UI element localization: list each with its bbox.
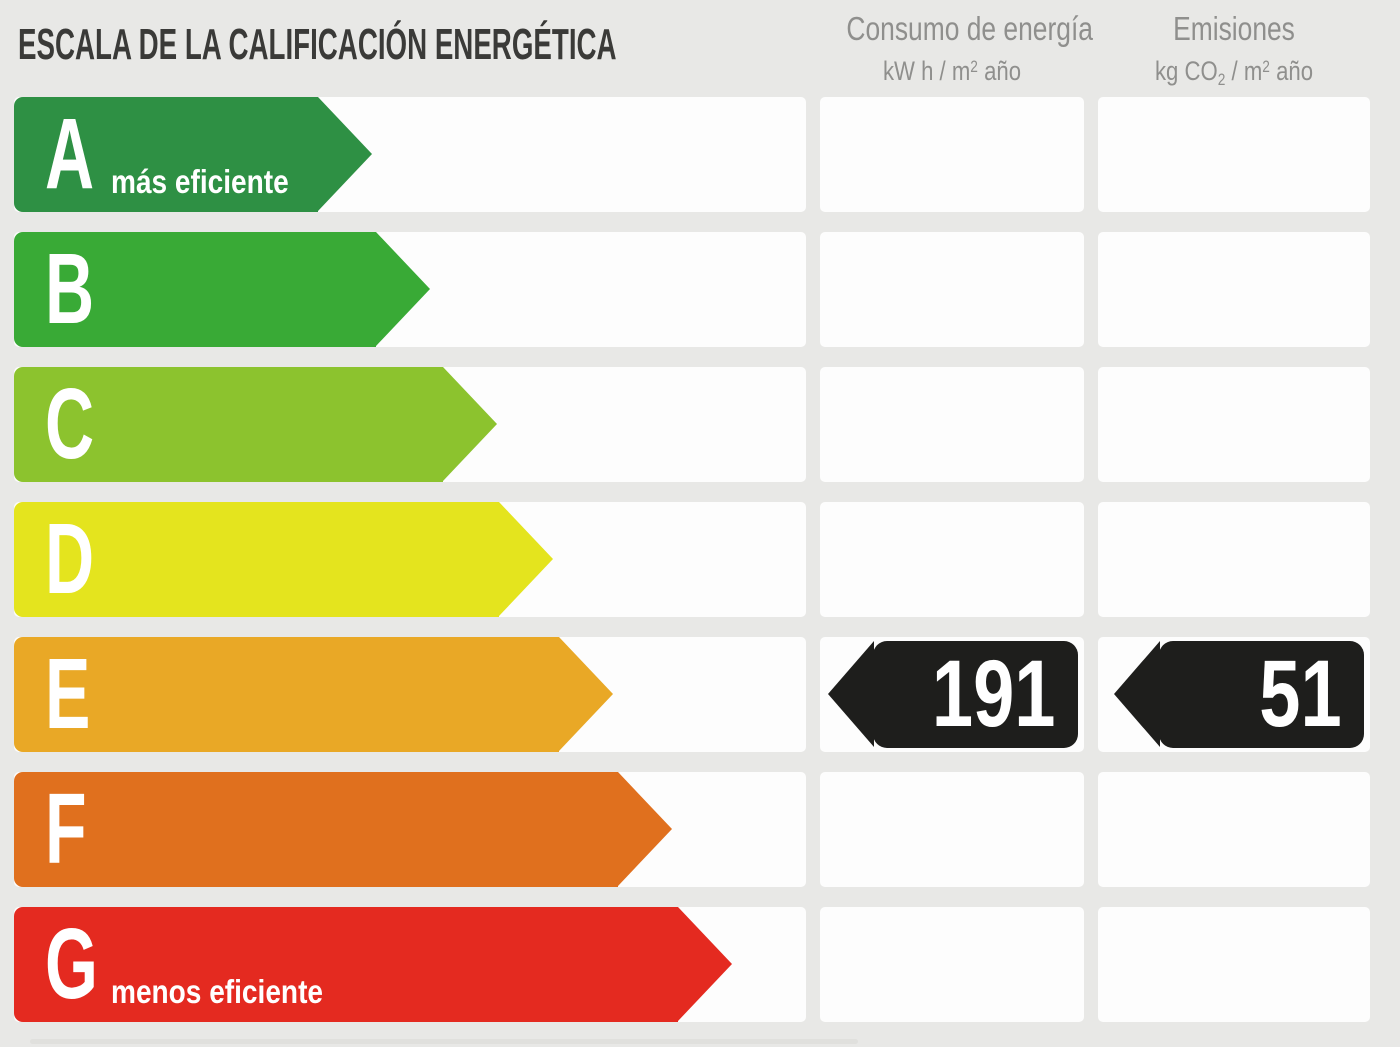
consumo-cell: [820, 232, 1084, 347]
rating-row: D: [0, 502, 1400, 617]
emisiones-cell: [1098, 907, 1370, 1022]
rating-row: A más eficiente: [0, 97, 1400, 212]
rating-letter: A: [45, 98, 95, 210]
rating-letter: F: [45, 773, 87, 885]
emisiones-cell: [1098, 502, 1370, 617]
consumo-cell: [820, 367, 1084, 482]
emisiones-column-header: Emisiones kg CO2 / m2 año: [1098, 0, 1370, 89]
unit-text: año: [1269, 56, 1314, 86]
rating-bar: B: [14, 232, 430, 347]
page-title: ESCALA DE LA CALIFICACIÓN ENERGÉTICA: [18, 20, 617, 69]
consumo-column-header: Consumo de energía kW h / m2 año: [820, 0, 1093, 87]
rating-bar: C: [14, 367, 497, 482]
bar-arrow-tip-icon: [559, 637, 613, 751]
sup-text: 2: [1262, 57, 1270, 77]
rating-row: B: [0, 232, 1400, 347]
emisiones-value: 51: [1259, 641, 1342, 747]
rating-row: 191 51 E: [0, 637, 1400, 752]
bar-arrow-tip-icon: [318, 97, 372, 211]
sup-text: 2: [970, 57, 978, 77]
bar-arrow-tip-icon: [376, 232, 430, 346]
bottom-divider: [30, 1039, 858, 1044]
emisiones-cell: 51: [1098, 637, 1370, 752]
consumo-column-title: Consumo de energía: [846, 10, 1093, 47]
unit-text: / m: [1225, 56, 1263, 86]
consumo-value-arrow: 191: [828, 641, 1078, 748]
unit-text: kg CO: [1154, 56, 1218, 86]
rating-bar: D: [14, 502, 553, 617]
rating-letter: B: [45, 233, 95, 345]
consumo-column-unit: kW h / m2 año: [844, 56, 1060, 87]
rating-bar: E: [14, 637, 613, 752]
efficiency-label: menos eficiente: [111, 973, 324, 1010]
bar-arrow-tip-icon: [678, 907, 732, 1021]
rating-bar: G menos eficiente: [14, 907, 732, 1022]
consumo-cell: [820, 502, 1084, 617]
sub-text: 2: [1217, 69, 1226, 89]
emisiones-value-arrow: 51: [1114, 641, 1364, 748]
left-arrow-tip-icon: [828, 641, 874, 747]
emisiones-cell: [1098, 97, 1370, 212]
bar-arrow-tip-icon: [499, 502, 553, 616]
consumo-cell: [820, 772, 1084, 887]
emisiones-cell: [1098, 367, 1370, 482]
rating-row: G menos eficiente: [0, 907, 1400, 1022]
consumo-cell: 191: [820, 637, 1084, 752]
consumo-cell: [820, 907, 1084, 1022]
consumo-value: 191: [932, 641, 1056, 747]
value-arrow-body: [1159, 641, 1364, 748]
rating-letter: C: [45, 368, 95, 480]
value-arrow-body: [873, 641, 1078, 748]
rating-letter: E: [45, 638, 91, 750]
rating-letter: D: [45, 503, 95, 615]
unit-text: año: [977, 56, 1022, 86]
rating-row: C: [0, 367, 1400, 482]
emisiones-column-unit: kg CO2 / m2 año: [1122, 56, 1345, 89]
efficiency-label: más eficiente: [111, 163, 289, 200]
emisiones-cell: [1098, 772, 1370, 887]
bar-arrow-tip-icon: [443, 367, 497, 481]
left-arrow-tip-icon: [1114, 641, 1160, 747]
rating-bar: A más eficiente: [14, 97, 372, 212]
unit-text: kW h / m: [882, 56, 971, 86]
consumo-cell: [820, 97, 1084, 212]
bar-arrow-tip-icon: [618, 772, 672, 886]
rating-row: F: [0, 772, 1400, 887]
rating-bar: F: [14, 772, 672, 887]
rating-letter: G: [45, 908, 98, 1020]
emisiones-cell: [1098, 232, 1370, 347]
emisiones-column-title: Emisiones: [1173, 10, 1295, 47]
